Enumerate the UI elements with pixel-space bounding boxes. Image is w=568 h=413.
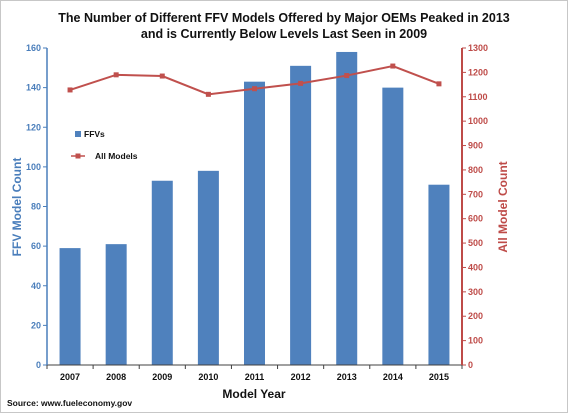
all-models-point-2007 (67, 87, 73, 93)
y-left-tick-label: 40 (31, 281, 41, 291)
legend-ffv-swatch (75, 131, 81, 137)
y-left-tick-label: 100 (26, 162, 41, 172)
y-right-tick-label: 0 (468, 360, 473, 370)
chart-title-line-2: and is Currently Below Levels Last Seen … (141, 27, 427, 41)
legend-all-models-marker (75, 153, 81, 159)
bar-2013 (336, 51, 358, 366)
chart-title-line-1: The Number of Different FFV Models Offer… (58, 11, 510, 25)
all-models-point-2014 (390, 63, 396, 69)
x-tick-label: 2008 (106, 372, 126, 382)
bar-2007 (59, 248, 81, 365)
all-models-point-2009 (159, 73, 165, 79)
y-left-tick-label: 20 (31, 320, 41, 330)
y-right-tick-label: 700 (468, 189, 483, 199)
y-left-tick-label: 120 (26, 122, 41, 132)
x-tick-label: 2012 (291, 372, 311, 382)
bar-2010 (197, 170, 219, 365)
bar-2014 (382, 87, 404, 365)
y-right-tick-label: 1200 (468, 67, 488, 77)
bar-2009 (151, 180, 173, 365)
legend-ffv-label: FFVs (84, 129, 105, 139)
y-right-tick-label: 500 (468, 238, 483, 248)
bar-2008 (105, 244, 127, 365)
x-tick-label: 2014 (383, 372, 403, 382)
x-tick-label: 2009 (152, 372, 172, 382)
y-left-tick-label: 60 (31, 241, 41, 251)
y-left-tick-label: 140 (26, 83, 41, 93)
all-models-point-2011 (252, 86, 257, 92)
y-axis-left-title: FFV Model Count (10, 158, 24, 257)
y-right-tick-label: 400 (468, 262, 483, 272)
y-right-tick-label: 1100 (468, 92, 488, 102)
all-models-point-2012 (298, 80, 304, 86)
y-right-tick-label: 600 (468, 214, 483, 224)
all-models-point-2010 (205, 91, 211, 97)
x-tick-label: 2011 (245, 372, 265, 382)
legend: FFVs All Models (71, 129, 138, 161)
y-right-tick-label: 1300 (468, 43, 488, 53)
source-note: Source: www.fueleconomy.gov (7, 398, 132, 408)
all-models-line (67, 63, 442, 97)
y-left-tick-label: 160 (26, 43, 41, 53)
y-left-tick-label: 0 (36, 360, 41, 370)
all-models-point-2013 (344, 73, 350, 79)
y-right-tick-label: 300 (468, 287, 483, 297)
all-models-point-2015 (436, 81, 442, 87)
all-models-point-2008 (113, 72, 119, 78)
y-axis-right-title: All Model Count (496, 161, 510, 252)
legend-all-models-label: All Models (95, 151, 138, 161)
y-right-tick-label: 900 (468, 141, 483, 151)
axes (43, 47, 466, 369)
x-tick-label: 2010 (198, 372, 218, 382)
y-right-tick-label: 1000 (468, 116, 488, 126)
x-tick-label: 2007 (60, 372, 80, 382)
y-right-tick-label: 100 (468, 336, 483, 346)
x-tick-label: 2015 (429, 372, 449, 382)
y-left-tick-label: 80 (31, 202, 41, 212)
x-axis-title: Model Year (222, 387, 285, 401)
x-tick-label: 2013 (337, 372, 357, 382)
bar-2012 (290, 65, 312, 366)
bar-2015 (428, 184, 450, 365)
ffv-bars (59, 51, 450, 366)
y-right-tick-label: 800 (468, 165, 483, 175)
bar-2011 (244, 81, 265, 366)
tick-labels: 0 20 40 60 80 100 120 140 160 0 100 200 300 400 500 600… (26, 43, 488, 382)
y-right-tick-label: 200 (468, 311, 483, 321)
